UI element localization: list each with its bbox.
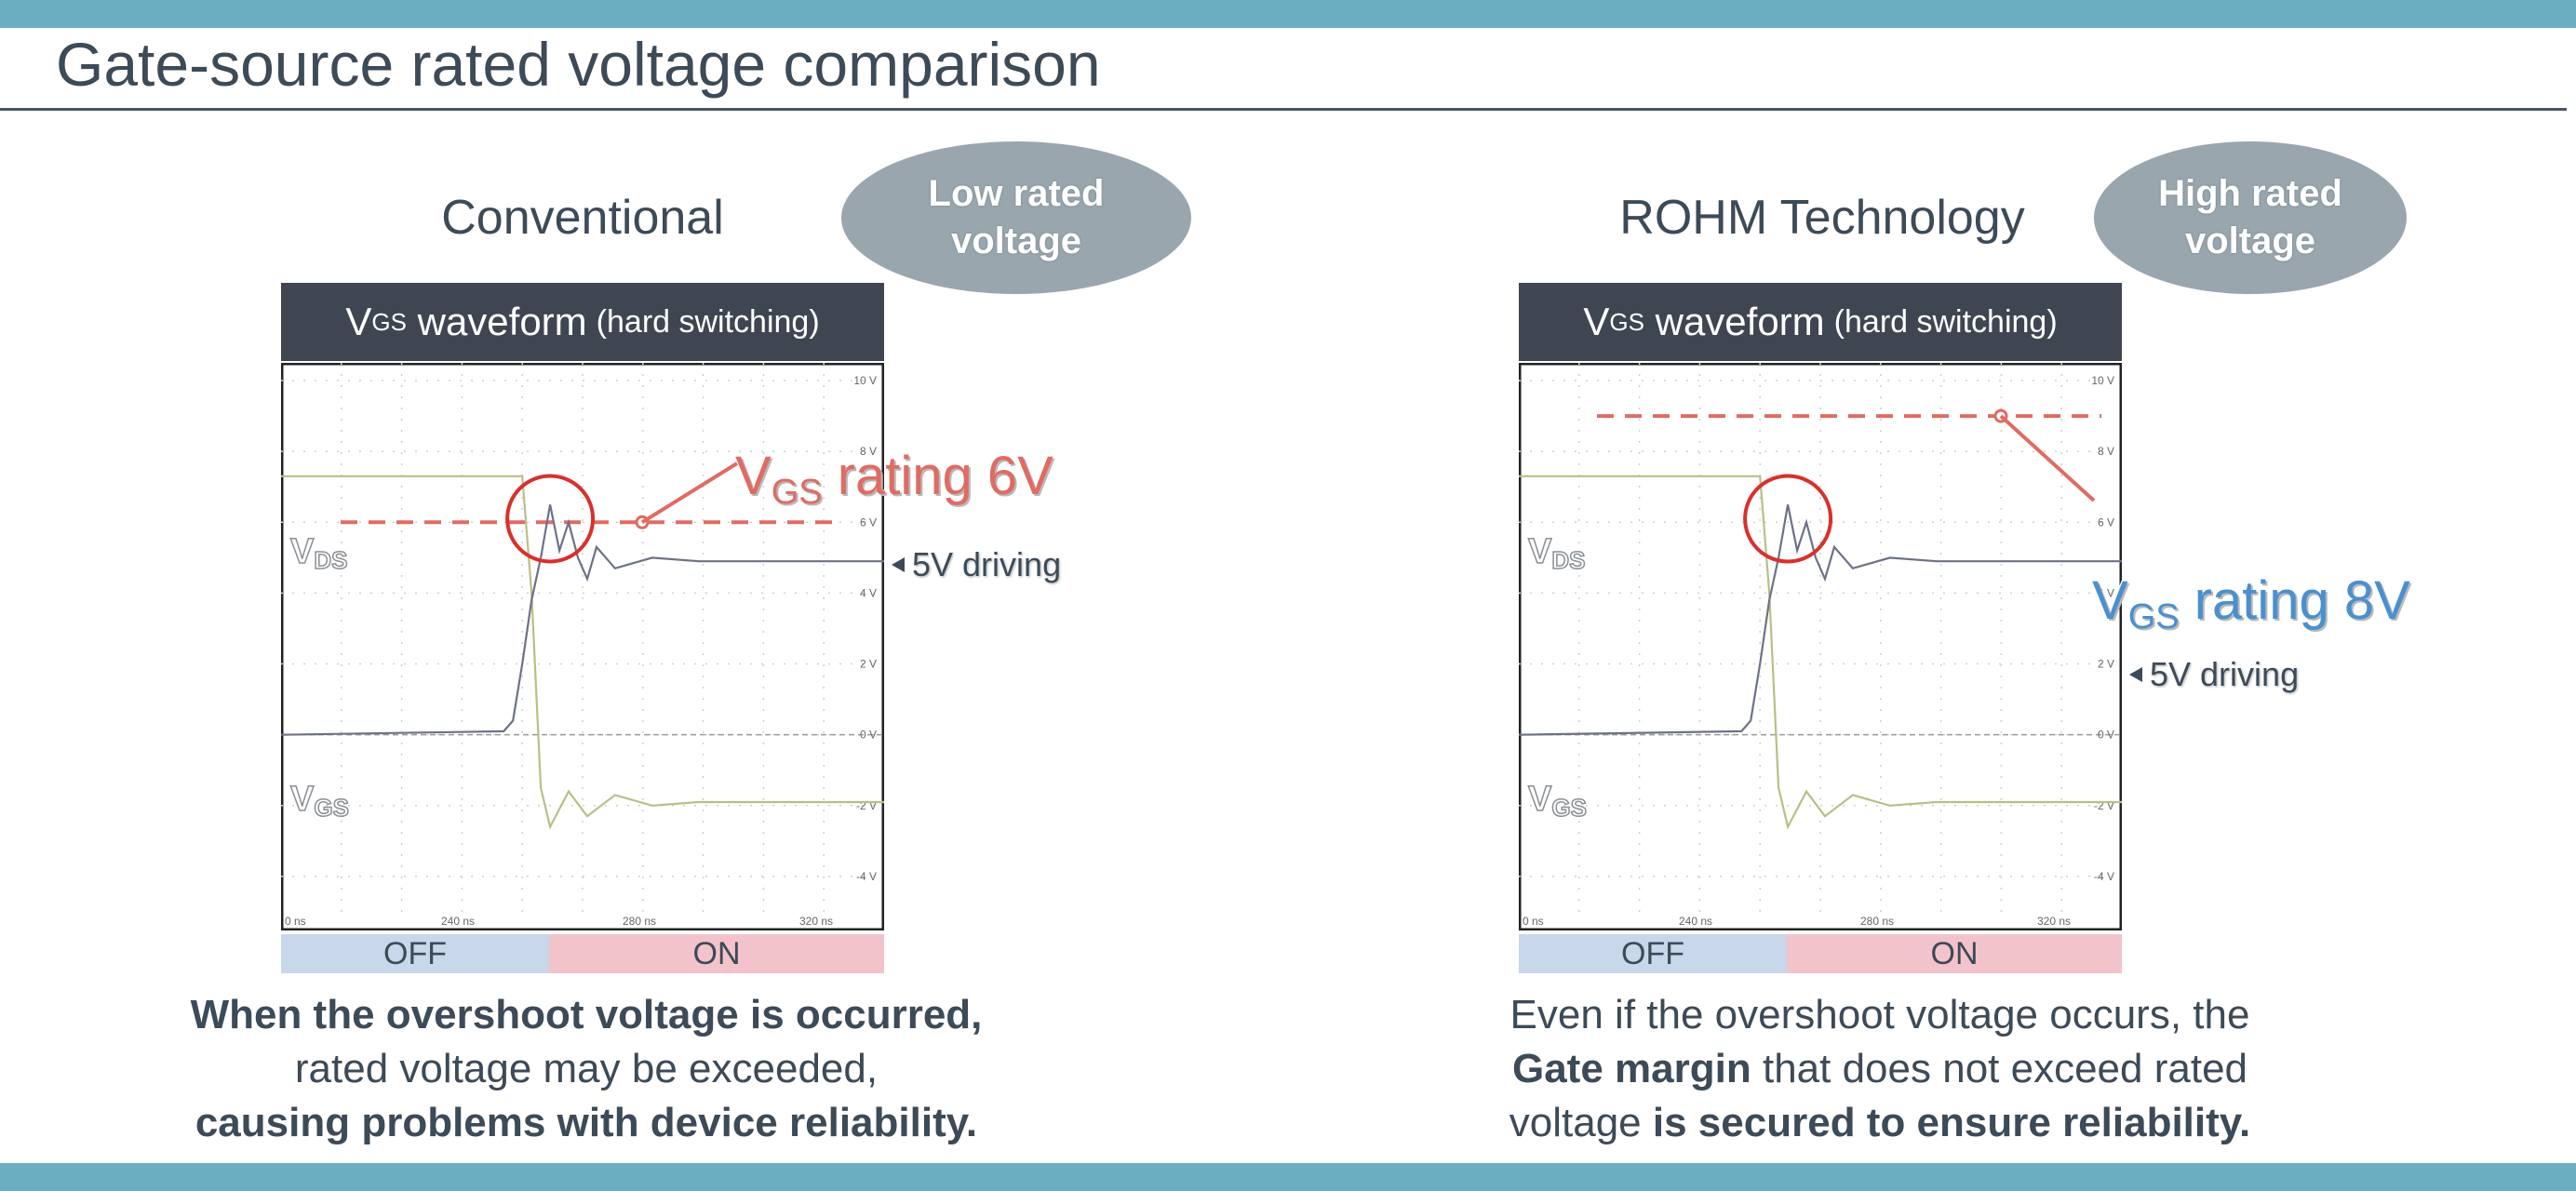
vgs-sub: GS: [314, 793, 350, 823]
page-title: Gate-source rated voltage comparison: [56, 30, 1101, 99]
x-tick-label: 280 ns: [623, 915, 656, 928]
series-line-vgs: [1519, 504, 2122, 736]
vds-label: VDS: [289, 531, 349, 575]
drive-annotation: 5V driving: [892, 545, 1061, 584]
rating-sub: GS: [771, 473, 823, 512]
rating-badge: Low rated voltage: [841, 141, 1191, 294]
rating-text: rating 6V: [837, 446, 1053, 506]
y-tick-label: -4 V: [2094, 870, 2114, 883]
overshoot-circle: [1743, 474, 1833, 564]
caption-bold-1: Gate margin: [1511, 1046, 1751, 1092]
x-tick-label: 0 ns: [285, 915, 306, 928]
x-tick-label: 320 ns: [799, 915, 833, 928]
vds-main: V: [1527, 531, 1552, 572]
arrow-left-icon: [892, 557, 905, 572]
y-tick-label: 4 V: [2098, 586, 2114, 599]
header-paren: (hard switching): [596, 303, 820, 340]
caption: When the overshoot voltage is occurred, …: [56, 988, 1117, 1150]
rating-badge: High rated voltage: [2094, 141, 2407, 294]
rating-sub: GS: [2127, 597, 2180, 636]
badge-line-1: High rated: [2158, 173, 2342, 215]
caption-bold-2: is secured to ensure reliability.: [1652, 1100, 2251, 1146]
rating-text: rating 8V: [2194, 570, 2410, 631]
vds-sub: DS: [1551, 545, 1587, 575]
panel-conventional: Conventional Low rated voltage V GS wavefo…: [0, 112, 1288, 1163]
callout-leader: [640, 462, 739, 524]
waveform-svg: 10 V8 V6 V4 V2 V0 V-2 V-4 V0 ns 240 ns 280…: [1519, 363, 2122, 930]
vgs-main: V: [1527, 779, 1552, 820]
x-tick-label: 320 ns: [2037, 915, 2071, 928]
y-tick-label: 10 V: [2091, 374, 2114, 387]
drive-text: 5V driving: [912, 545, 1062, 583]
x-tick-label: 240 ns: [441, 915, 475, 928]
y-tick-label: 2 V: [860, 658, 877, 671]
y-tick-label: 4 V: [860, 586, 877, 599]
panel-title: ROHM Technology: [1619, 191, 2025, 245]
x-tick-label: 0 ns: [1523, 915, 1544, 928]
caption-plain-1: Even if the overshoot voltage occurs, th…: [1509, 992, 2250, 1037]
waveform-svg: 10 V8 V6 V4 V2 V0 V-2 V-4 V0 ns 240 ns 280…: [281, 363, 884, 930]
callout-leader: [1999, 414, 2096, 502]
header-text: waveform: [417, 300, 587, 343]
arrow-left-icon: [2129, 667, 2142, 682]
caption-bold-2: causing problems with device reliability…: [195, 1100, 978, 1146]
header-text: waveform: [1655, 300, 1825, 343]
header-v: V: [345, 300, 372, 343]
x-tick-label: 280 ns: [1860, 915, 1894, 928]
rating-label: VGS rating 6V: [735, 445, 1053, 513]
plot-frame: [281, 363, 884, 930]
caption-plain: rated voltage may be exceeded,: [294, 1046, 879, 1092]
state-off: OFF: [1519, 934, 1787, 973]
y-tick-label: 8 V: [2098, 445, 2114, 458]
y-tick-label: 2 V: [2098, 658, 2114, 671]
header-sub: GS: [371, 307, 407, 336]
vds-label: VDS: [1527, 531, 1587, 575]
y-tick-label: 8 V: [860, 445, 877, 458]
y-tick-label: 10 V: [853, 374, 877, 387]
panel-rohm: ROHM Technology High rated voltage V GS wa…: [1238, 112, 2526, 1163]
vds-sub: DS: [314, 545, 349, 575]
overshoot-circle: [505, 474, 596, 564]
rating-label: VGS rating 8V: [2092, 569, 2410, 637]
caption: Even if the overshoot voltage occurs, th…: [1396, 988, 2364, 1150]
header-paren: (hard switching): [1833, 303, 2058, 340]
header-sub: GS: [1609, 307, 1644, 336]
state-off: OFF: [281, 934, 549, 973]
y-tick-label: 6 V: [860, 515, 877, 529]
bottom-accent-band: [0, 1163, 2576, 1191]
badge-line-1: Low rated: [928, 173, 1105, 215]
rating-main: V: [735, 446, 771, 506]
caption-plain-2: that does not exceed rated: [1762, 1046, 2248, 1092]
y-tick-label: 6 V: [2098, 515, 2114, 529]
vgs-label: VGS: [289, 779, 350, 823]
badge-line-2: voltage: [950, 221, 1082, 261]
chart-header: V GS waveform (hard switching): [281, 283, 884, 361]
plot-frame: [1519, 363, 2122, 930]
vgs-main: V: [289, 779, 315, 820]
caption-bold-1: When the overshoot voltage is occurred,: [190, 992, 983, 1037]
rating-main: V: [2092, 570, 2128, 631]
vgs-label: VGS: [1527, 779, 1588, 823]
y-tick-label: -4 V: [856, 870, 877, 883]
y-tick-label: 0 V: [860, 729, 877, 742]
caption-plain-3: voltage: [1509, 1100, 1642, 1146]
vgs-sub: GS: [1551, 793, 1588, 823]
y-tick-label: 0 V: [2098, 729, 2114, 742]
title-divider: [0, 108, 2567, 111]
state-on: ON: [1787, 934, 2122, 973]
badge-line-2: voltage: [2184, 221, 2316, 261]
vds-main: V: [289, 531, 315, 572]
state-on: ON: [549, 934, 884, 973]
x-tick-label: 240 ns: [1679, 915, 1712, 928]
series-line-vgs: [281, 504, 884, 736]
drive-annotation: 5V driving: [2129, 655, 2299, 694]
chart-header: V GS waveform (hard switching): [1519, 283, 2122, 361]
panel-title: Conventional: [441, 191, 724, 245]
drive-text: 5V driving: [2150, 655, 2300, 693]
top-accent-band: [0, 0, 2576, 28]
header-v: V: [1583, 300, 1610, 343]
